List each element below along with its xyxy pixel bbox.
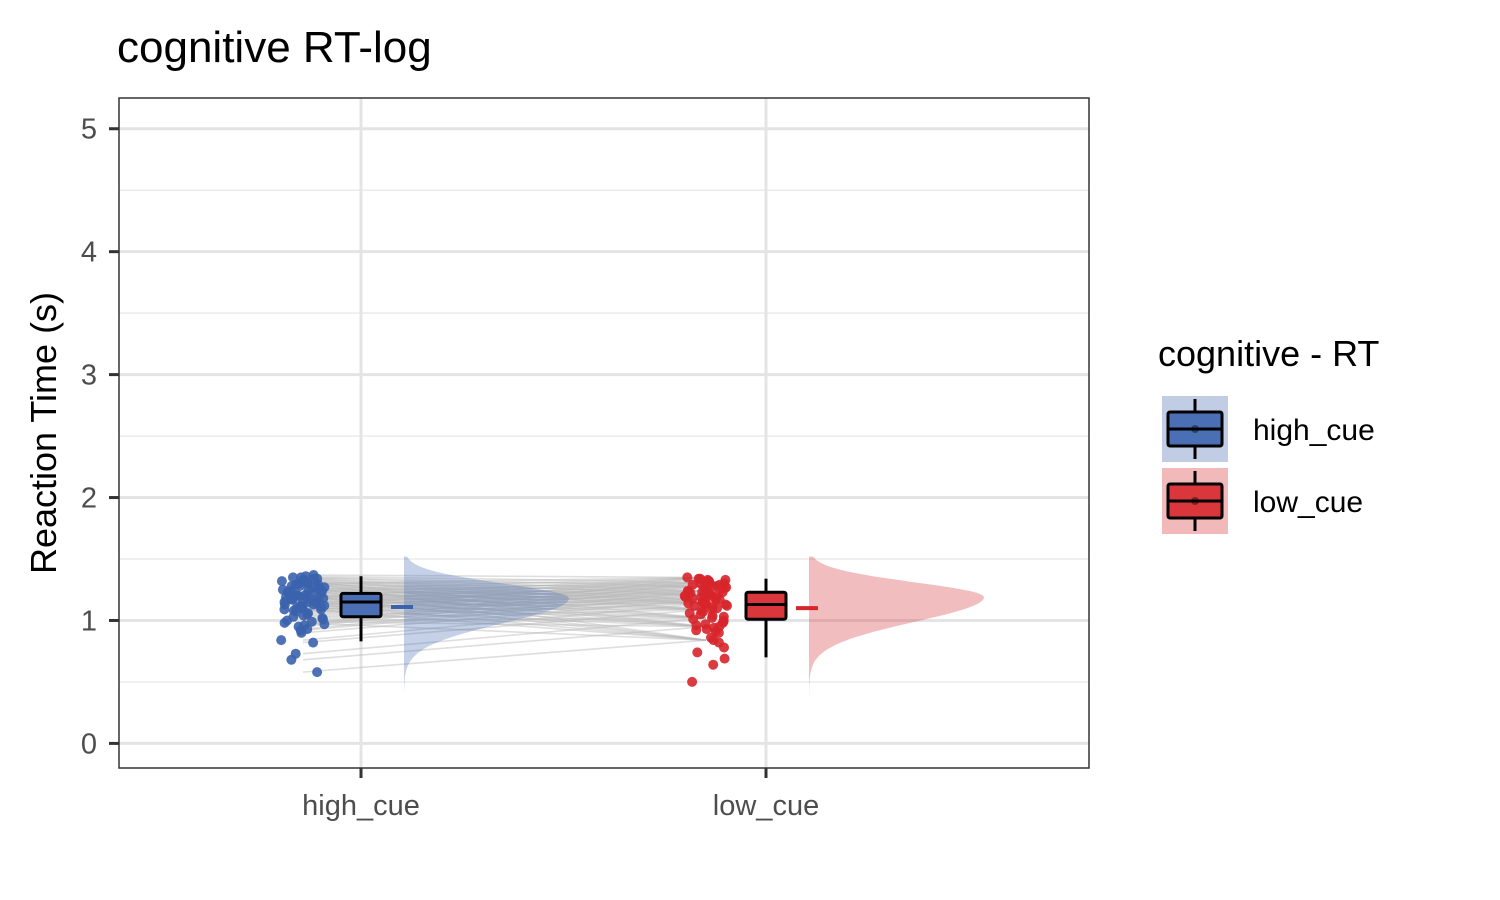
- legend-label-high_cue: high_cue: [1253, 414, 1375, 447]
- low_cue-data-point: [713, 627, 724, 638]
- pair-line: [302, 580, 707, 628]
- pair-line: [302, 584, 707, 592]
- pair-line: [302, 581, 707, 585]
- pair-line: [302, 575, 707, 584]
- pair-line: [302, 585, 707, 592]
- pair-line: [302, 590, 707, 630]
- legend-dot: [1191, 497, 1199, 505]
- legend-label-low_cue: low_cue: [1253, 486, 1363, 519]
- low_cue-data-point: [719, 642, 729, 653]
- low_cue-data-point: [707, 613, 717, 623]
- pair-line: [302, 617, 707, 655]
- pair-line: [302, 576, 707, 591]
- plot-area: [118, 97, 1090, 769]
- high_cue-data-point: [316, 604, 327, 615]
- pair-line: [302, 585, 707, 601]
- low_cue-data-point: [689, 600, 700, 611]
- high_cue-data-point: [298, 610, 309, 621]
- pair-line: [302, 586, 707, 611]
- high_cue-data-point: [276, 635, 287, 646]
- pair-line: [302, 593, 707, 632]
- pair-line: [302, 620, 707, 628]
- high_cue-data-point: [312, 667, 323, 678]
- y-tick-label: 2: [81, 483, 97, 515]
- pair-line: [302, 602, 707, 641]
- pair-line: [302, 574, 707, 579]
- plot-border: [118, 97, 1090, 769]
- low_cue-data-point: [719, 653, 730, 664]
- low_cue-data-point: [701, 624, 712, 635]
- pair-line: [302, 576, 707, 592]
- y-tick-label: 5: [81, 114, 97, 146]
- pair-line: [302, 581, 707, 592]
- high_cue-data-point: [294, 581, 305, 592]
- high_cue-data-point: [287, 594, 298, 605]
- low_cue-data-point: [691, 625, 702, 636]
- low_cue-data-point: [695, 609, 706, 620]
- high_cue-data-point: [286, 654, 297, 665]
- low_cue-data-point: [687, 676, 698, 687]
- chart-title: cognitive RT-log: [117, 23, 432, 72]
- y-tick-label: 1: [81, 605, 97, 637]
- legend: cognitive - RT high_cue low_cue: [1158, 333, 1379, 534]
- x-tick-label: low_cue: [713, 790, 819, 822]
- x-tick-label: high_cue: [302, 790, 420, 822]
- pair-line: [302, 577, 707, 596]
- pair-line: [302, 622, 707, 641]
- pair-line: [302, 639, 707, 673]
- pair-line: [302, 617, 707, 622]
- high_cue-data-point: [276, 576, 287, 587]
- pair-line: [302, 584, 707, 587]
- pair-line: [302, 577, 707, 601]
- y-axis-title: Reaction Time (s): [23, 292, 64, 574]
- pair-line: [302, 579, 707, 611]
- legend-dot: [1191, 425, 1199, 433]
- low_cue-data-point: [708, 659, 719, 670]
- pair-line: [302, 585, 707, 596]
- y-tick-label: 4: [81, 237, 97, 269]
- pair-line: [302, 576, 707, 587]
- high_cue-data-point: [308, 637, 319, 648]
- low_cue-data-point: [682, 572, 693, 583]
- pair-line: [302, 585, 707, 628]
- low_cue-data-point: [692, 647, 703, 658]
- high_cue-box: [339, 591, 383, 619]
- plot-background: [119, 98, 1089, 768]
- pair-line: [302, 579, 707, 605]
- legend-title: cognitive - RT: [1158, 333, 1379, 374]
- high_cue-data-point: [279, 617, 290, 628]
- y-tick-label: 3: [81, 360, 97, 392]
- high_cue-data-point: [279, 604, 290, 615]
- high_cue-density-cloud: [404, 556, 569, 692]
- low_cue-density-cloud: [809, 556, 984, 703]
- pair-line: [302, 598, 707, 634]
- pair-line: [302, 576, 707, 585]
- pair-line: [302, 580, 707, 619]
- y-tick-label: 0: [81, 728, 97, 760]
- high_cue-data-point: [296, 627, 307, 638]
- pair-line: [302, 625, 707, 661]
- low_cue-data-point: [722, 600, 732, 611]
- high_cue-data-point: [319, 619, 330, 630]
- pair-line: [302, 608, 707, 644]
- high_cue-data-point: [306, 616, 317, 627]
- pair-line: [302, 586, 707, 605]
